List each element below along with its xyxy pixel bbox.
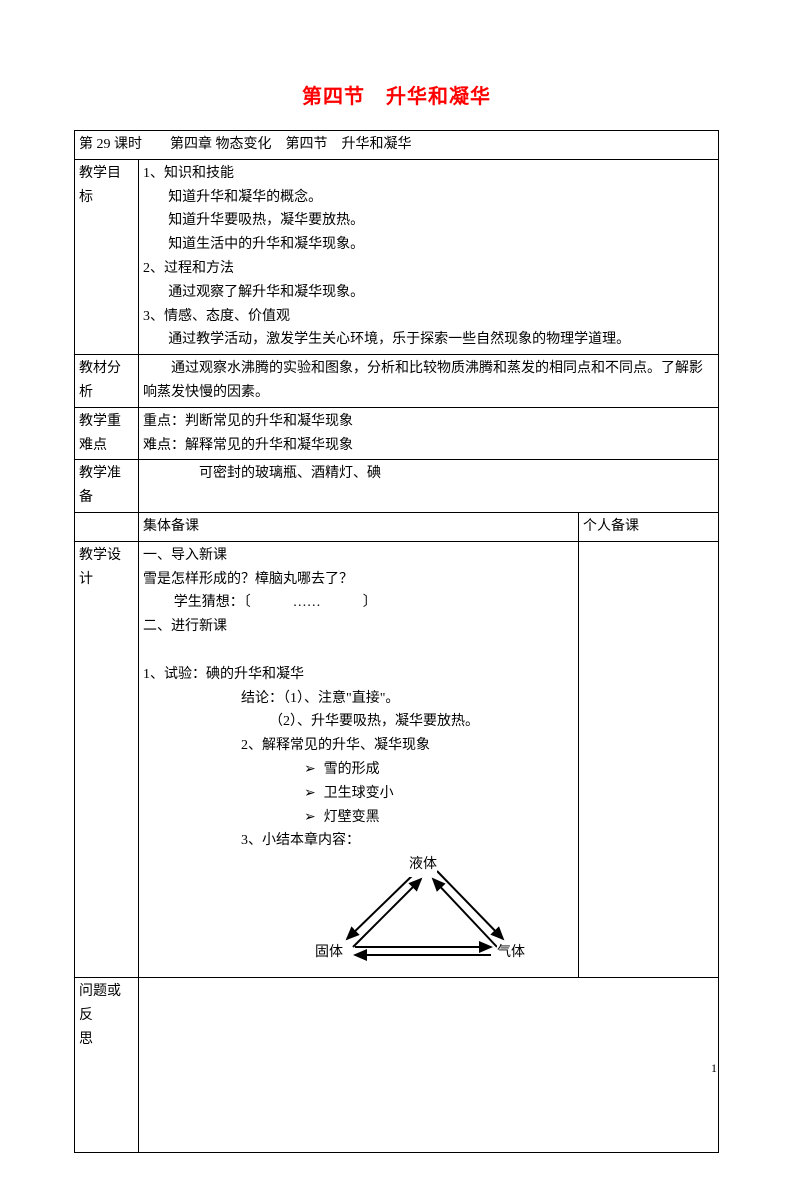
bullet-1: ➢雪的形成 xyxy=(143,758,574,782)
label-analysis: 教材分析 xyxy=(75,355,139,408)
intro-heading: 一、导入新课 xyxy=(143,548,227,563)
page-title: 第四节 升华和凝华 xyxy=(74,80,719,114)
summary-heading: 3、小结本章内容： xyxy=(143,829,574,853)
main-heading: 二、进行新课 xyxy=(143,619,227,634)
conclusion-1: 结论：（1）、注意"直接"。 xyxy=(143,687,574,711)
objective-s2: 2、过程和方法 xyxy=(143,261,234,276)
conclusion-2: （2）、升华要吸热，凝华要放热。 xyxy=(143,710,574,734)
triangle-bullet-icon: ➢ xyxy=(304,758,324,782)
node-gas: 气体 xyxy=(497,941,525,965)
triangle-bullet-icon: ➢ xyxy=(304,806,324,830)
lesson-table: 第 29 课时 第四章 物态变化 第四节 升华和凝华 教学目标 1、知识和技能 … xyxy=(74,130,719,1153)
label-group: 集体备课 xyxy=(139,512,579,541)
label-prep: 教学准备 xyxy=(75,460,139,513)
label-reflect-1: 问题或反 xyxy=(79,984,121,1023)
objective-s3a: 通过教学活动，激发学生关心环境，乐于探索一些自然现象的物理学道理。 xyxy=(143,328,714,352)
objective-s1: 1、知识和技能 xyxy=(143,166,234,181)
table-row: 教学设计 一、导入新课 雪是怎样形成的？樟脑丸哪去了？ 学生猜想：〔 …… 〕 … xyxy=(75,541,719,977)
objective-s1a: 知道升华和凝华的概念。 xyxy=(143,186,714,210)
label-keypoints: 教学重 难点 xyxy=(75,407,139,460)
keypoint-1: 重点：判断常见的升华和凝华现象 xyxy=(143,414,353,429)
prep-cell: 可密封的玻璃瓶、酒精灯、碘 xyxy=(139,460,719,513)
bullet-3: ➢灯壁变黑 xyxy=(143,806,574,830)
objective-s2a: 通过观察了解升华和凝华现象。 xyxy=(143,281,714,305)
label-objective: 教学目标 xyxy=(75,159,139,354)
page: 第四节 升华和凝华 第 29 课时 第四章 物态变化 第四节 升华和凝华 教学目… xyxy=(0,0,793,1193)
label-design: 教学设计 xyxy=(75,541,139,977)
node-solid: 固体 xyxy=(315,941,343,965)
design-cell: 一、导入新课 雪是怎样形成的？樟脑丸哪去了？ 学生猜想：〔 …… 〕 二、进行新… xyxy=(139,541,579,977)
objective-s1b: 知道升华要吸热，凝华要放热。 xyxy=(143,209,714,233)
explain-heading: 2、解释常见的升华、凝华现象 xyxy=(143,734,574,758)
table-row: 教学准备 可密封的玻璃瓶、酒精灯、碘 xyxy=(75,460,719,513)
table-row: 问题或反 思 xyxy=(75,978,719,1153)
keypoint-2: 难点：解释常见的升华和凝华现象 xyxy=(143,438,353,453)
table-row: 教学目标 1、知识和技能 知道升华和凝华的概念。 知道升华要吸热，凝华要放热。 … xyxy=(75,159,719,354)
keypoints-cell: 重点：判断常见的升华和凝华现象 难点：解释常见的升华和凝华现象 xyxy=(139,407,719,460)
table-row: 集体备课 个人备课 xyxy=(75,512,719,541)
objective-s3: 3、情感、态度、价值观 xyxy=(143,309,290,324)
label-keypoints-1: 教学重 xyxy=(79,414,121,429)
reflect-cell xyxy=(139,978,719,1153)
triangle-bullet-icon: ➢ xyxy=(304,782,324,806)
empty-label xyxy=(75,512,139,541)
page-number: 1 xyxy=(711,1058,717,1078)
objective-cell: 1、知识和技能 知道升华和凝华的概念。 知道升华要吸热，凝华要放热。 知道生活中… xyxy=(139,159,719,354)
bullet-3-text: 灯壁变黑 xyxy=(324,810,380,825)
label-keypoints-2: 难点 xyxy=(79,438,107,453)
node-liquid: 液体 xyxy=(409,853,437,877)
intro-question: 雪是怎样形成的？樟脑丸哪去了？ xyxy=(143,572,353,587)
analysis-cell: 通过观察水沸腾的实验和图象，分析和比较物质沸腾和蒸发的相同点和不同点。了解影响蒸… xyxy=(139,355,719,408)
experiment-heading: 1、试验：碘的升华和凝华 xyxy=(143,667,304,682)
table-row: 教学重 难点 重点：判断常见的升华和凝华现象 难点：解释常见的升华和凝华现象 xyxy=(75,407,719,460)
objective-s1c: 知道生活中的升华和凝华现象。 xyxy=(143,233,714,257)
table-row: 第 29 课时 第四章 物态变化 第四节 升华和凝华 xyxy=(75,131,719,160)
intro-guess: 学生猜想：〔 …… 〕 xyxy=(143,591,574,615)
bullet-2: ➢卫生球变小 xyxy=(143,782,574,806)
header-row: 第 29 课时 第四章 物态变化 第四节 升华和凝华 xyxy=(75,131,719,160)
bullet-2-text: 卫生球变小 xyxy=(324,786,394,801)
label-personal: 个人备课 xyxy=(578,512,718,541)
label-reflect: 问题或反 思 xyxy=(75,978,139,1153)
personal-notes-cell xyxy=(578,541,718,977)
label-reflect-2: 思 xyxy=(79,1032,93,1047)
bullet-1-text: 雪的形成 xyxy=(324,762,380,777)
phase-triangle-diagram: 液体 固体 气体 xyxy=(313,857,533,967)
table-row: 教材分析 通过观察水沸腾的实验和图象，分析和比较物质沸腾和蒸发的相同点和不同点。… xyxy=(75,355,719,408)
